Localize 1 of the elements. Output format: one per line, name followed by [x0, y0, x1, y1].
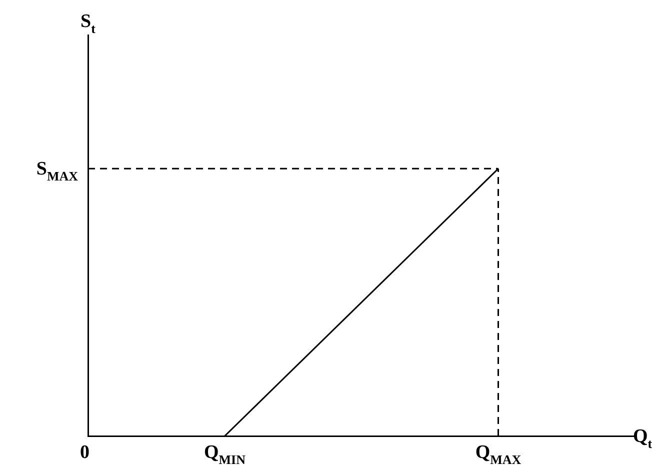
x-tick-label: 0 — [80, 442, 90, 463]
